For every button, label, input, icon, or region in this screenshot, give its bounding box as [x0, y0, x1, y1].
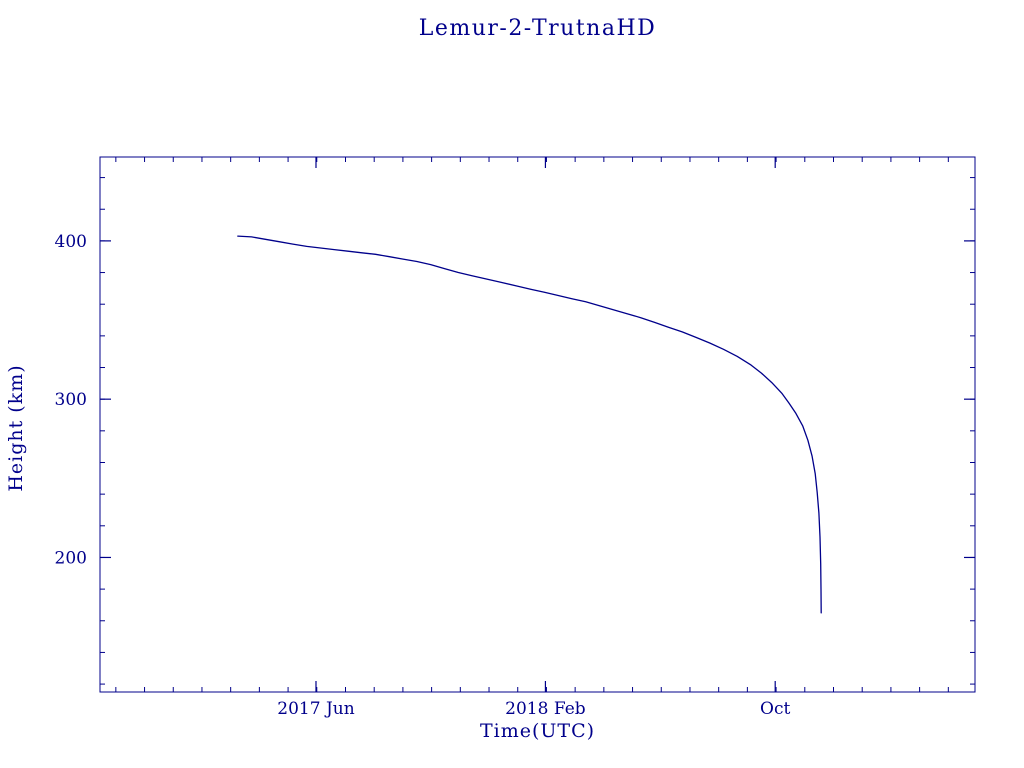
- x-tick-label: 2017 Jun: [277, 699, 354, 719]
- y-tick-label: 200: [55, 548, 87, 568]
- plot-frame: [99, 156, 976, 693]
- y-tick-label: 300: [55, 390, 87, 410]
- height-decay-line: [237, 235, 822, 614]
- y-tick-label: 400: [55, 232, 87, 252]
- x-tick-label: Oct: [760, 699, 790, 719]
- y-axis-label: Height (km): [5, 364, 27, 492]
- x-axis-label: Time(UTC): [479, 720, 596, 742]
- chart-title: Lemur-2-TrutnaHD: [418, 16, 657, 41]
- x-tick-label: 2018 Feb: [505, 699, 586, 719]
